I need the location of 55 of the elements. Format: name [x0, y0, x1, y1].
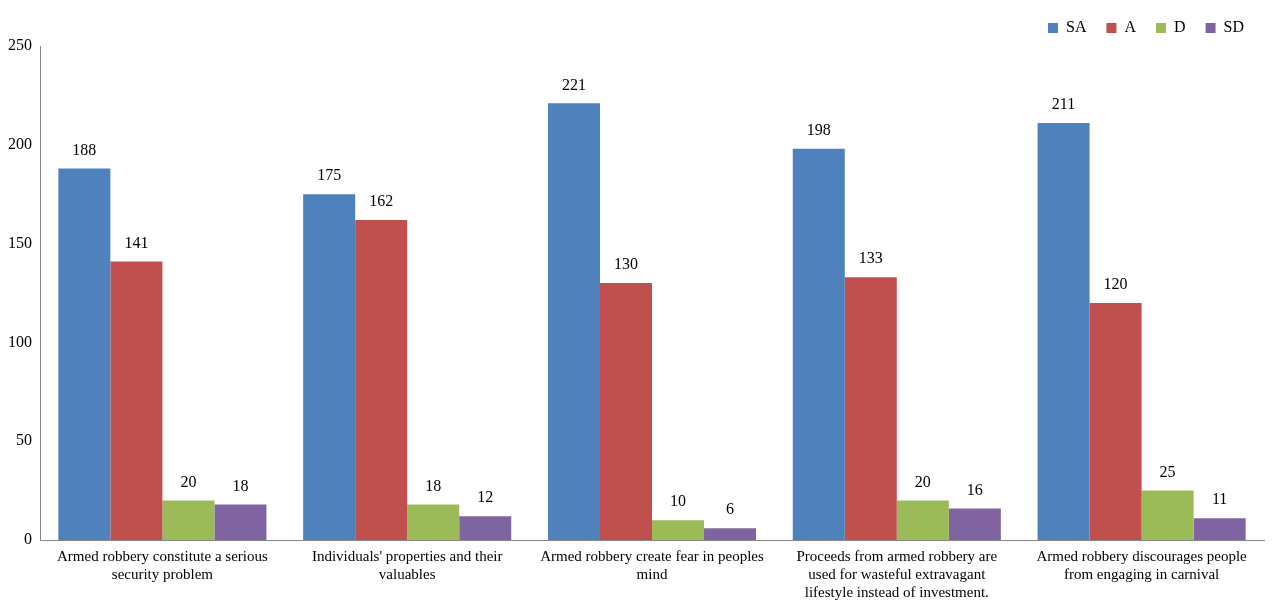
- bar: [1037, 123, 1090, 540]
- bar: [110, 261, 163, 540]
- data-label: 133: [858, 249, 883, 267]
- data-label: 120: [1103, 275, 1128, 293]
- x-tick-label: Armed robbery discourages people from engaging in carnival: [1036, 547, 1248, 582]
- data-label: 141: [124, 233, 149, 251]
- legend-label: A: [1124, 18, 1137, 36]
- data-label: 25: [1159, 462, 1176, 480]
- bar: [547, 103, 600, 540]
- data-label: 10: [670, 492, 687, 510]
- bar: [948, 508, 1001, 540]
- bar: [896, 500, 949, 540]
- bar: [58, 168, 111, 540]
- data-label: 221: [561, 75, 586, 93]
- bar: [162, 500, 215, 540]
- data-label: 20: [180, 472, 197, 490]
- bar: [459, 516, 512, 540]
- legend-label: SA: [1065, 18, 1087, 36]
- y-tick-label: 100: [8, 332, 32, 350]
- data-label: 16: [966, 480, 983, 498]
- data-label: 162: [369, 192, 394, 210]
- data-label: 188: [72, 140, 97, 158]
- bar: [599, 283, 652, 540]
- bar: [792, 148, 845, 540]
- data-label: 18: [232, 476, 249, 494]
- bar: [1089, 302, 1142, 540]
- data-label: 12: [477, 488, 494, 506]
- data-label: 130: [613, 255, 638, 273]
- data-label: 18: [425, 476, 442, 494]
- x-tick-label: Proceeds from armed robbery are used for wasteful extravagant lifestyle instead of investment.: [796, 547, 998, 600]
- bar: [844, 277, 897, 540]
- data-label: 198: [806, 120, 831, 138]
- legend-label: SD: [1223, 18, 1244, 36]
- x-tick-label: Armed robbery create fear in peoples mind: [540, 547, 764, 582]
- bar: [704, 528, 757, 540]
- bar: [407, 504, 460, 540]
- data-label: 175: [317, 166, 342, 184]
- y-tick-label: 200: [8, 135, 32, 152]
- bar: [1193, 518, 1246, 540]
- legend-label: D: [1173, 18, 1186, 36]
- y-tick-label: 50: [16, 431, 32, 449]
- data-label: 6: [726, 500, 735, 518]
- x-tick-label: Armed robbery constitute a serious security problem: [57, 547, 268, 582]
- bar: [355, 219, 408, 540]
- y-tick-label: 150: [8, 233, 32, 251]
- data-label: 11: [1211, 490, 1228, 508]
- bar: [1141, 490, 1194, 540]
- bar: [214, 504, 267, 540]
- y-tick-label: 250: [8, 36, 32, 54]
- bar: [303, 194, 356, 540]
- x-tick-label: Individuals' properties and their valuables: [311, 547, 503, 582]
- bar: [652, 520, 705, 540]
- data-label: 20: [914, 472, 931, 490]
- data-label: 211: [1051, 95, 1076, 113]
- y-tick-label: 0: [24, 530, 32, 548]
